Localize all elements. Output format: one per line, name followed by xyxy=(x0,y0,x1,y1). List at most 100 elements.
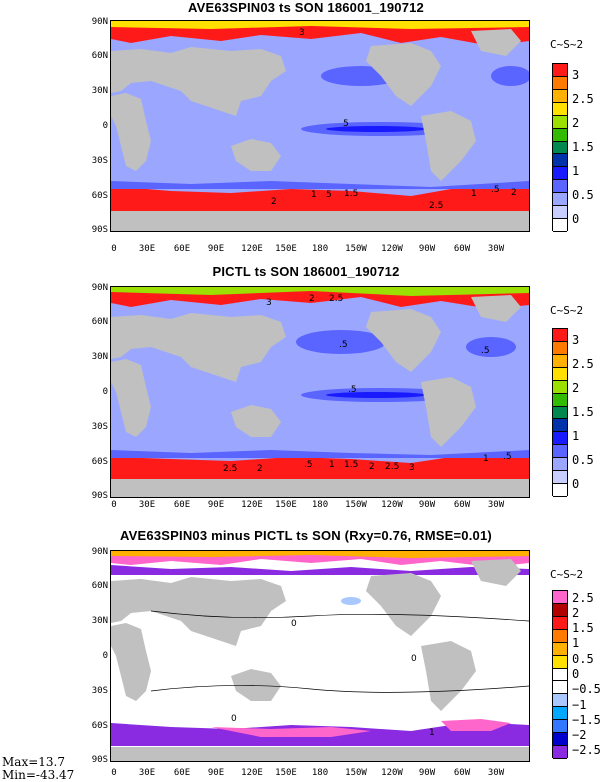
panel-3-map-svg: 0 0 0 1 xyxy=(111,551,529,761)
panel-2-title: PICTL ts SON 186001_190712 xyxy=(212,264,400,279)
p1-xtick: 0 xyxy=(111,244,117,254)
p1-xtick: 30E xyxy=(138,244,156,254)
p1-ytick: 90N xyxy=(91,17,108,27)
colorbar-label: 2.5 xyxy=(572,357,594,371)
p1-ytick: 60N xyxy=(91,51,108,61)
p2-ytick: 30S xyxy=(91,422,108,432)
colorbar-label: 1.5 xyxy=(572,405,594,419)
colorbar-segment xyxy=(553,76,567,90)
p1-units: C~S~2 xyxy=(550,38,584,51)
p3-clabel: 1 xyxy=(429,728,435,738)
p2-ytick: 30N xyxy=(91,352,108,362)
colorbar-label: 0 xyxy=(572,477,580,491)
p1-xtick: 150W xyxy=(345,244,367,254)
colorbar-segment xyxy=(553,591,567,604)
panel-1-map-svg: 3 5 1 5 1.5 2 2.5 1 .5 2 xyxy=(111,21,529,231)
p3-xtick: 180 xyxy=(311,768,329,778)
colorbar-label: 2 xyxy=(572,605,580,620)
p2-ytick: 60N xyxy=(91,317,108,327)
p3-xtick: 30E xyxy=(138,768,156,778)
colorbar-segment xyxy=(553,180,567,194)
p3-ytick: 90S xyxy=(91,755,108,765)
colorbar-segment xyxy=(553,694,567,708)
p2-xtick: 30W xyxy=(487,500,505,510)
p2-clabel: 3 xyxy=(409,463,415,473)
p1-ytick: 0 xyxy=(102,121,108,131)
p3-stat-min: Min=-43.47 xyxy=(2,768,75,782)
p3-xtick: 90E xyxy=(207,768,225,778)
p2-clabel: 2 xyxy=(309,294,315,304)
p1-xtick: 90E xyxy=(207,244,225,254)
colorbar-segment xyxy=(553,89,567,103)
p1-xtick: 90W xyxy=(418,244,436,254)
colorbar-segment xyxy=(553,206,567,220)
colorbar-segment xyxy=(553,484,567,497)
panel-1-map: 3 5 1 5 1.5 2 2.5 1 .5 2 xyxy=(110,20,530,232)
p1-clabel-8: 1 xyxy=(471,189,477,199)
colorbar-label: 1 xyxy=(572,164,580,178)
colorbar-segment xyxy=(553,167,567,181)
p3-colorbar xyxy=(552,590,568,759)
colorbar-segment xyxy=(553,746,567,759)
panel-1-title: AVE63SPIN03 ts SON 186001_190712 xyxy=(188,0,424,15)
colorbar-segment xyxy=(553,616,567,630)
p3-clabel: 0 xyxy=(231,714,237,724)
p2-xtick: 150E xyxy=(275,500,297,510)
p3-ytick: 60N xyxy=(91,581,108,591)
p3-clabel: 0 xyxy=(411,654,417,664)
p2-xtick: 30E xyxy=(138,500,156,510)
panel-3-map: 0 0 0 1 xyxy=(110,550,530,762)
p2-units: C~S~2 xyxy=(550,304,584,317)
p2-clabel: 3 xyxy=(266,298,272,308)
p2-clabel: .5 xyxy=(304,460,313,470)
colorbar-label: 2 xyxy=(572,381,580,395)
colorbar-segment xyxy=(553,720,567,734)
p2-xtick: 60E xyxy=(173,500,191,510)
colorbar-segment xyxy=(553,141,567,155)
p2-clabel: 2.5 xyxy=(385,462,399,472)
colorbar-segment xyxy=(553,354,567,368)
p2-clabel: 1 xyxy=(329,460,335,470)
p2-clabel: .5 xyxy=(503,452,512,462)
p1-clabel-2: 5 xyxy=(343,119,349,129)
panel-3-title: AVE63SPIN03 minus PICTL ts SON (Rxy=0.76… xyxy=(120,528,492,543)
p2-clabel: .5 xyxy=(339,340,348,350)
colorbar-label: 2 xyxy=(572,116,580,130)
p3-stat-max: Max=13.7 xyxy=(2,755,65,769)
p3-units: C~S~2 xyxy=(550,568,584,581)
p3-ytick: 30S xyxy=(91,686,108,696)
panel-2-map: 3 2 2.5 .5 .5 .5 2.5 2 .5 1 1.5 2 2.5 3 … xyxy=(110,286,530,498)
panel-1: AVE63SPIN03 ts SON 186001_190712 3 5 xyxy=(0,0,612,260)
colorbar-segment xyxy=(553,406,567,420)
colorbar-label: 2.5 xyxy=(572,590,594,605)
p2-xtick: 150W xyxy=(345,500,367,510)
colorbar-segment xyxy=(553,432,567,446)
p1-xtick: 30W xyxy=(487,244,505,254)
p1-ytick: 30N xyxy=(91,86,108,96)
colorbar-label: −0.5 xyxy=(572,682,601,697)
p3-xtick: 60E xyxy=(173,768,191,778)
p2-clabel: .5 xyxy=(348,385,357,395)
colorbar-segment xyxy=(553,115,567,129)
p2-xtick: 0 xyxy=(111,500,117,510)
p3-xtick: 150E xyxy=(275,768,297,778)
p2-ytick: 0 xyxy=(102,387,108,397)
p3-ytick: 30N xyxy=(91,616,108,626)
colorbar-label: 3 xyxy=(572,333,580,347)
colorbar-label: 0.5 xyxy=(572,188,594,202)
p3-xtick: 0 xyxy=(111,768,117,778)
p2-colorbar xyxy=(552,328,568,497)
p3-ytick: 0 xyxy=(102,651,108,661)
p2-xtick: 180 xyxy=(311,500,329,510)
panel-2-map-svg: 3 2 2.5 .5 .5 .5 2.5 2 .5 1 1.5 2 2.5 3 … xyxy=(111,287,529,497)
p1-xtick: 180 xyxy=(311,244,329,254)
colorbar-segment xyxy=(553,458,567,472)
p1-ytick: 90S xyxy=(91,225,108,235)
p2-clabel: 1 xyxy=(483,454,489,464)
p1-xtick: 150E xyxy=(275,244,297,254)
p2-clabel: 1.5 xyxy=(344,460,358,470)
p2-clabel: 2.5 xyxy=(329,294,343,304)
p2-clabel: 2.5 xyxy=(223,464,237,474)
colorbar-segment xyxy=(553,603,567,617)
colorbar-label: −2.5 xyxy=(572,743,601,758)
